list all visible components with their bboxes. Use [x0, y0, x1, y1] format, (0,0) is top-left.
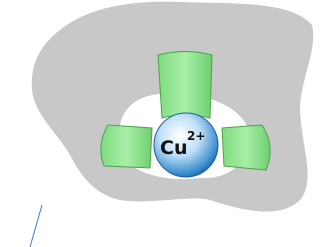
ligand-arm	[158, 52, 212, 119]
diagram: Cu 2+	[0, 0, 316, 247]
ligand-arm	[101, 125, 152, 168]
ligand-arm	[222, 125, 270, 170]
ion-symbol: Cu	[160, 137, 187, 159]
pointer-line	[30, 205, 42, 247]
ion-charge: 2+	[187, 129, 205, 143]
